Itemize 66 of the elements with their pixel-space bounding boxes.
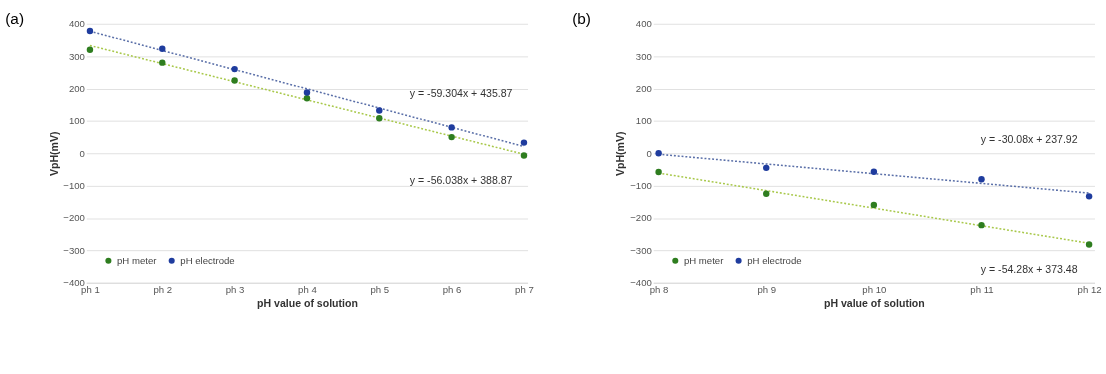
y-axis-title: VpH(mV) [614, 131, 627, 177]
y-tick-label: −200 [630, 212, 652, 224]
annotation: y = -54.28x + 373.48 [980, 263, 1078, 276]
point [376, 107, 383, 114]
point [159, 59, 166, 66]
point [303, 89, 311, 96]
point [231, 65, 238, 73]
point [520, 152, 528, 159]
y-tick-label: 400 [68, 18, 85, 30]
y-tick-label: 300 [635, 50, 652, 62]
y-tick-label: −400 [63, 277, 85, 289]
annotation: y = -30.08x + 237.92 [980, 133, 1078, 146]
x-axis-title: pH value of solution [257, 297, 358, 310]
point [520, 139, 528, 146]
legend-label: pH electrode [747, 254, 802, 266]
point [86, 27, 94, 35]
x-tick-label: ph 2 [153, 283, 173, 295]
point [655, 168, 662, 176]
y-tick-label: 300 [68, 50, 85, 62]
legend-label: pH electrode [180, 254, 235, 266]
x-tick-label: ph 5 [370, 283, 390, 295]
chart-title: (a) [5, 9, 24, 27]
point [231, 77, 238, 84]
annotation: y = -59.304x + 435.87 [409, 86, 513, 99]
y-tick-label: −400 [630, 277, 652, 289]
y-tick-label: −100 [63, 180, 85, 192]
point [870, 201, 878, 209]
point [376, 115, 383, 122]
x-axis-title: pH value of solution [823, 297, 925, 310]
x-tick-label: ph 7 [515, 283, 534, 295]
point [978, 221, 985, 229]
x-tick-label: ph 10 [862, 283, 887, 295]
y-tick-label: 0 [646, 147, 652, 159]
point [655, 150, 662, 157]
x-tick-label: ph 6 [442, 283, 462, 295]
point [448, 124, 455, 131]
point [1085, 193, 1093, 200]
x-tick-label: ph 3 [225, 283, 245, 295]
x-tick-label: ph 4 [298, 283, 318, 295]
x-tick-label: ph 12 [1077, 283, 1102, 295]
legend-label: pH meter [117, 254, 158, 266]
point [1085, 241, 1093, 248]
y-tick-label: −300 [63, 244, 85, 256]
y-tick-label: 100 [635, 115, 652, 127]
y-tick-label: −300 [630, 244, 652, 256]
x-tick-label: ph 11 [970, 283, 994, 295]
point [86, 46, 94, 53]
point [303, 95, 311, 102]
point [763, 190, 770, 197]
y-tick-label: 100 [68, 115, 85, 127]
point [763, 164, 770, 172]
point [870, 168, 878, 175]
y-tick-label: −100 [630, 180, 652, 192]
y-axis-title: VpH(mV) [47, 131, 60, 177]
point [448, 133, 455, 141]
annotation: y = -56.038x + 388.87 [409, 173, 513, 186]
y-tick-label: 0 [79, 147, 85, 159]
x-tick-label: ph 9 [757, 283, 777, 295]
point [159, 45, 166, 52]
y-tick-label: 400 [635, 18, 652, 30]
legend-label: pH meter [683, 254, 725, 266]
y-tick-label: 200 [635, 82, 652, 94]
y-tick-label: −200 [63, 212, 85, 224]
chart-title: (b) [572, 9, 591, 27]
y-tick-label: 200 [68, 82, 85, 94]
point [978, 175, 985, 183]
